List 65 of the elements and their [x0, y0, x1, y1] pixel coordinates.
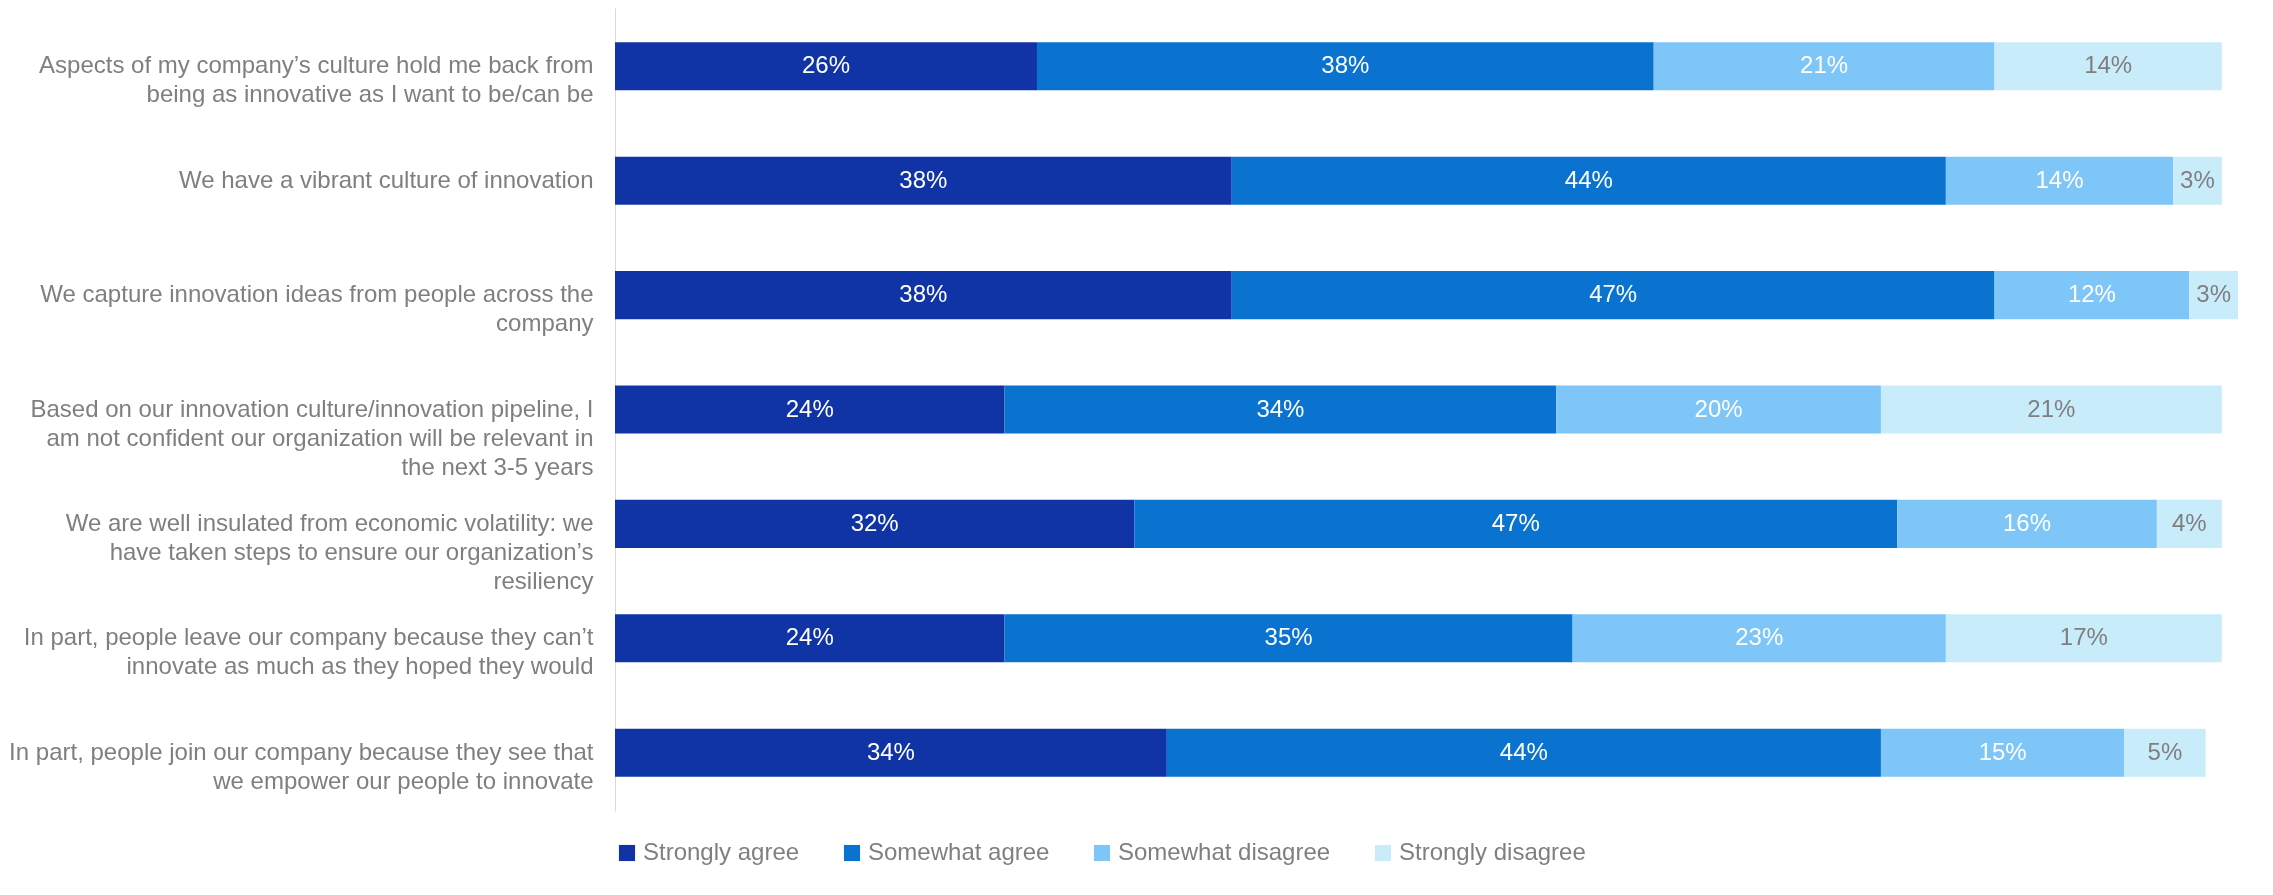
data-label: 26% [801, 51, 851, 79]
bar [1994, 271, 2190, 320]
data-label: 21% [2027, 394, 2076, 422]
bar [1994, 42, 2222, 91]
y-tick-label: We capture innovation ideas from people across the company [40, 280, 594, 337]
bar [2124, 728, 2206, 777]
data-label: 32% [850, 508, 899, 536]
data-label: 47% [1491, 508, 1540, 536]
y-tick-label: In part, people join our company because they see that we empower our people to innovate [9, 737, 594, 794]
bar [1134, 499, 1898, 548]
bar [615, 385, 1005, 434]
bar [1945, 614, 2222, 663]
bar [1897, 499, 2157, 548]
bar [1231, 271, 1995, 320]
legend-label: Somewhat disagree [1118, 838, 1331, 865]
data-label: 38% [1321, 51, 1370, 79]
data-label: 44% [1564, 165, 1613, 193]
bar [1880, 728, 2125, 777]
data-label: 17% [2059, 623, 2108, 651]
bar [615, 614, 1005, 663]
bar [1880, 385, 2222, 434]
bar [615, 42, 1037, 91]
bar [1556, 385, 1881, 434]
legend-label: Strongly disagree [1399, 838, 1586, 865]
bar [615, 499, 1135, 548]
data-label: 35% [1264, 623, 1313, 651]
data-label: 3% [2180, 165, 2215, 193]
bar [615, 728, 1167, 777]
data-label: 24% [785, 394, 834, 422]
bar [2156, 499, 2222, 548]
data-label: 5% [2147, 737, 2183, 765]
data-label: 15% [1978, 737, 2027, 765]
data-label: 24% [785, 623, 834, 651]
data-label: 44% [1499, 737, 1548, 765]
y-tick-label: In part, people leave our company because they can’t innovate as much as they hoped they would [23, 623, 594, 680]
data-label: 47% [1589, 280, 1638, 308]
data-label: 38% [899, 165, 948, 193]
bar [1572, 614, 1946, 663]
data-label: 23% [1735, 623, 1784, 651]
data-label: 38% [899, 280, 948, 308]
bar [1036, 42, 1654, 91]
data-label: 20% [1694, 394, 1743, 422]
bar [1945, 156, 2174, 205]
data-label: 21% [1800, 51, 1849, 79]
bar [1653, 42, 1995, 91]
bar [1004, 614, 1573, 663]
data-label: 34% [866, 737, 915, 765]
data-label: 3% [2196, 280, 2231, 308]
data-label: 16% [2002, 508, 2052, 536]
bar [615, 156, 1232, 205]
data-label: 14% [2084, 51, 2133, 79]
bar [1231, 156, 1946, 205]
data-label: 14% [2035, 165, 2084, 193]
y-tick-label: Based on our innovation culture/innovation pipeline, I am not confident our organization will be relevant in the next 3-5 years [30, 394, 594, 480]
data-label: 34% [1256, 394, 1305, 422]
y-tick-label: We have a vibrant culture of innovation [179, 165, 594, 193]
y-tick-label: We are well insulated from economic volatility: we have taken steps to ensure our organization’s resiliency [65, 508, 594, 594]
bar [1166, 728, 1881, 777]
legend-label: Somewhat agree [868, 838, 1050, 865]
bar [1004, 385, 1557, 434]
data-label: 12% [2067, 280, 2116, 308]
bar [615, 271, 1232, 320]
y-tick-label: Aspects of my company’s culture hold me back from being as innovative as I want to be/can be [39, 51, 594, 108]
data-label: 4% [2171, 508, 2207, 536]
legend-label: Strongly agree [643, 838, 800, 865]
